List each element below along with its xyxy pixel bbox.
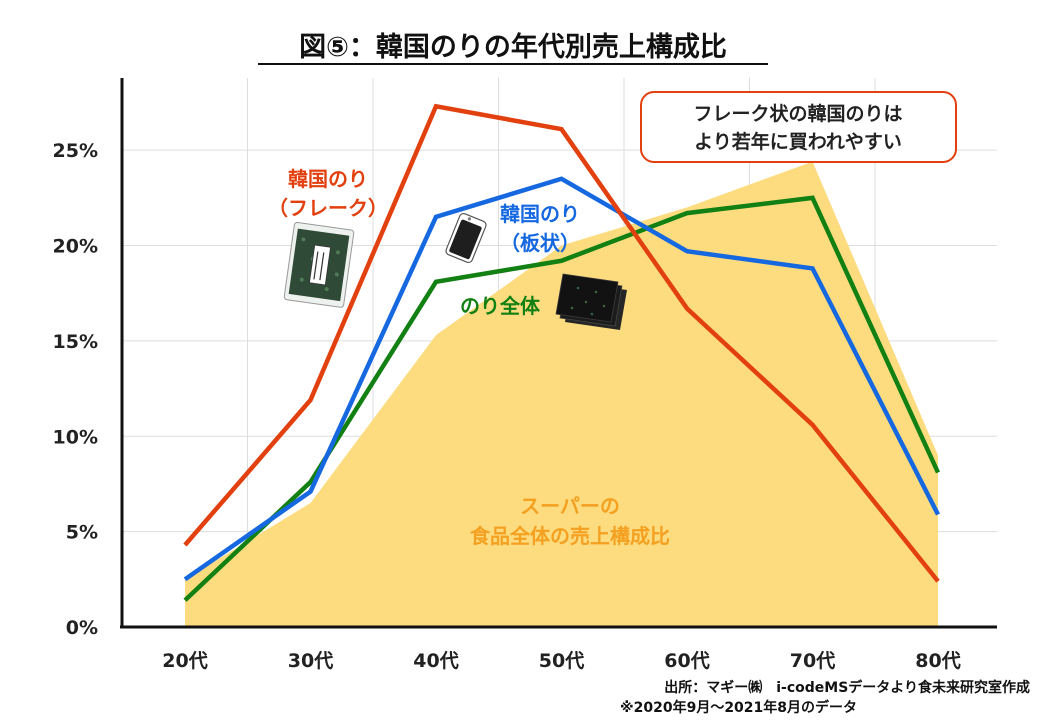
y-tick-labels: 0% 5% 10% 15% 20% 25% (53, 140, 98, 639)
y-tick-label: 10% (53, 426, 98, 448)
callout-box: フレーク状の韓国のりは より若年に買われやすい (640, 91, 957, 163)
y-tick-label: 5% (66, 522, 98, 544)
supermarket-series-label-line1: スーパーの (520, 494, 620, 518)
sheet-series-label-line1: 韓国のり (500, 202, 580, 226)
supermarket-share-area (185, 161, 938, 627)
nori-total-series-label: のり全体 (460, 294, 541, 318)
x-tick-labels: 20代 30代 40代 50代 60代 70代 80代 (162, 650, 960, 672)
flake-series-label-line1: 韓国のり (288, 167, 368, 191)
y-tick-label: 20% (53, 236, 98, 258)
nori-sheet-pack-icon (445, 212, 487, 264)
x-tick-label: 40代 (413, 650, 458, 672)
period-note: ※2020年9月～2021年8月のデータ (620, 699, 857, 716)
callout-line2: より若年に買われやすい (694, 130, 902, 153)
source-note: 出所：マギー㈱ i-codeMSデータより食未来研究室作成 (664, 679, 1030, 696)
supermarket-series-label-line2: 食品全体の売上構成比 (470, 524, 670, 548)
callout-line1: フレーク状の韓国のりは (693, 102, 902, 125)
chart-title: 図⑤：韓国のりの年代別売上構成比 (299, 31, 727, 63)
x-tick-label: 70代 (790, 650, 835, 672)
sheet-series-label-line2: （板状） (500, 231, 580, 255)
seasoned-nori-flakes-package-icon (283, 221, 355, 308)
x-tick-label: 80代 (915, 650, 960, 672)
y-tick-label: 25% (53, 140, 98, 162)
series-lines-layer (183, 103, 941, 602)
x-tick-label: 50代 (539, 650, 584, 672)
y-tick-label: 15% (53, 331, 98, 353)
nori-sheets-stack-icon (555, 273, 627, 330)
sheet-series-line (183, 176, 941, 582)
flake-series-line (183, 103, 940, 583)
x-tick-label: 20代 (162, 650, 207, 672)
x-tick-label: 60代 (664, 650, 709, 672)
nori-total-series-line (183, 195, 941, 602)
y-tick-label: 0% (66, 617, 98, 639)
flake-series-label-line2: （フレーク） (268, 196, 388, 220)
supermarket-area-layer (185, 161, 938, 627)
x-tick-label: 30代 (288, 650, 333, 672)
